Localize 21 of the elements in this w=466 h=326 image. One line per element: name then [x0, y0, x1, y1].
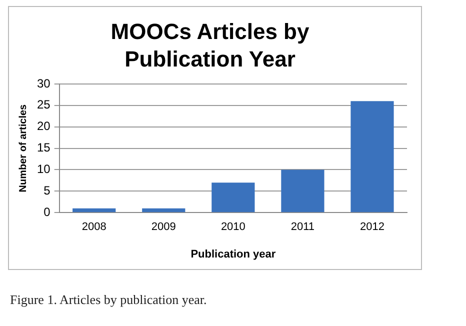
y-tick-label: 0 — [44, 204, 51, 219]
y-tick-label: 5 — [44, 183, 51, 198]
y-tick-label: 25 — [36, 98, 51, 112]
chart-title: MOOCs Articles by Publication Year — [110, 18, 310, 72]
bar — [142, 208, 186, 212]
y-tick-label: 10 — [36, 162, 51, 176]
y-tick-label: 30 — [36, 76, 51, 90]
y-tick-label: 15 — [36, 140, 51, 155]
bar — [212, 182, 255, 212]
x-tick-label: 2011 — [290, 221, 315, 234]
x-tick-label: 2012 — [360, 221, 384, 234]
bar — [281, 170, 324, 212]
bar — [72, 208, 116, 212]
y-tick-label: 20 — [36, 119, 51, 134]
caption: Figure 1. Articles by publication year. — [10, 292, 207, 308]
x-tick-label: 2010 — [220, 221, 246, 234]
x-tick-label: 2009 — [151, 221, 176, 234]
x-axis-title: Publication year — [190, 248, 276, 260]
x-tick-label: 2008 — [82, 221, 106, 234]
y-axis-title: Number of articles — [18, 104, 29, 192]
bar — [350, 101, 394, 212]
